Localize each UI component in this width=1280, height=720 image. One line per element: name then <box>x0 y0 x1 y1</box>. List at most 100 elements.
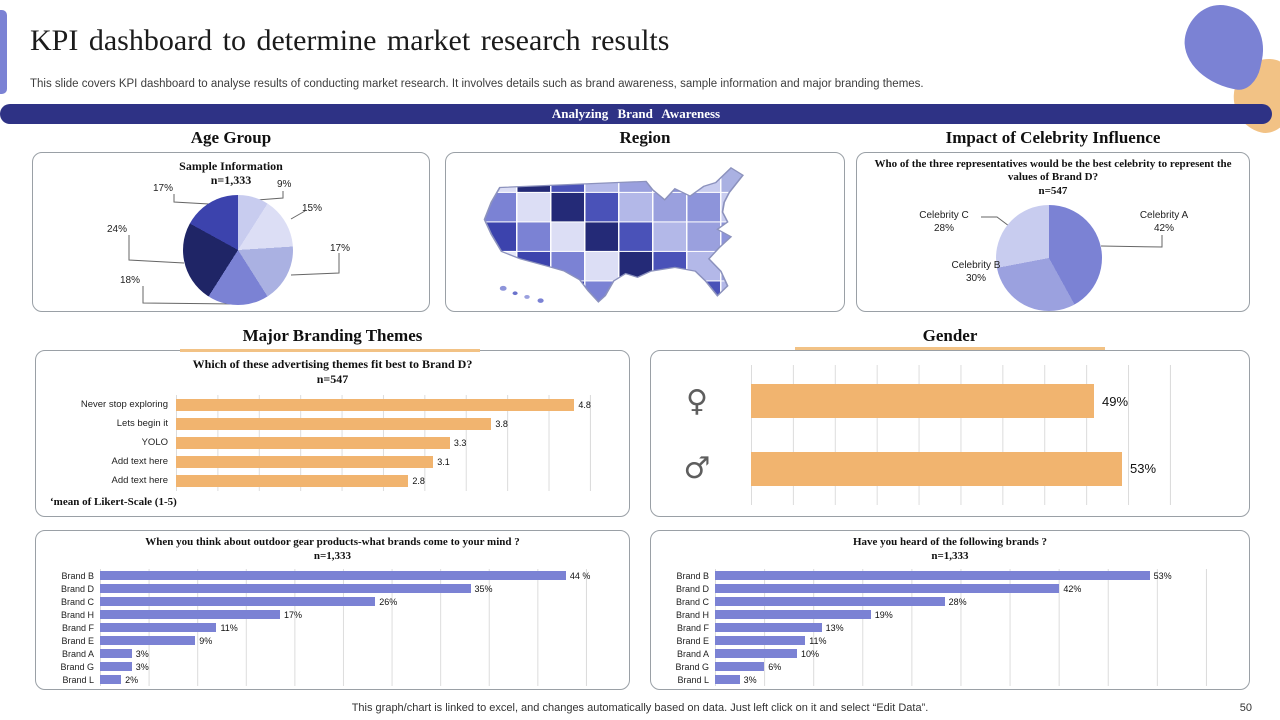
hawaii-islands <box>499 285 544 303</box>
value-label: 19% <box>874 609 893 620</box>
value-label: 10% <box>801 648 820 659</box>
bar-row: Brand A 3% <box>44 647 621 660</box>
state-cell <box>686 167 722 193</box>
value-label: 28% <box>948 596 967 607</box>
category-label: Brand E <box>61 635 94 646</box>
chart-title: Which of these advertising themes fit be… <box>192 357 473 371</box>
category-label: Brand A <box>676 648 709 659</box>
bar <box>176 436 450 449</box>
bar-track: 4.8 <box>176 398 591 411</box>
category-label: Add text here <box>111 475 168 486</box>
state-cell <box>550 221 586 252</box>
value-label: 2.8 <box>412 475 425 486</box>
bar-track: 11% <box>100 623 587 633</box>
bar <box>715 584 1060 593</box>
us-choropleth-map <box>483 166 744 303</box>
category-label: Brand F <box>61 622 94 633</box>
category-label: Brand A <box>61 648 94 659</box>
state-cell <box>686 191 722 223</box>
state-cell <box>516 221 552 252</box>
value-label: 53% <box>1153 570 1172 581</box>
bar-track: 17% <box>100 610 587 620</box>
bar-row: Brand L 2% <box>44 673 621 686</box>
state-cell <box>584 280 620 302</box>
category-label: Brand G <box>675 661 709 672</box>
bar-track: 49% <box>751 384 1171 419</box>
bar <box>100 623 217 632</box>
brand-awareness-bar-chart: Brand B 53% Brand D 42% Brand C 28% Brand H 19%… <box>659 569 1241 686</box>
value-label: 26% <box>379 596 398 607</box>
likert-footnote: ‘mean of Likert-Scale (1-5) <box>50 496 177 508</box>
pie-label: 18% <box>120 275 141 286</box>
bar-row: Brand D 42% <box>659 582 1241 595</box>
celebrity-pie-chart <box>996 205 1102 311</box>
value-label: 42% <box>1063 583 1082 594</box>
bar-track: 11% <box>715 636 1207 646</box>
state-cell <box>584 167 620 193</box>
state-cell <box>652 280 688 302</box>
bar <box>715 571 1150 580</box>
value-label: 9% <box>199 635 213 646</box>
chart-title: Sample Information <box>179 159 283 173</box>
state-cell <box>720 250 743 282</box>
state-cells <box>484 167 743 302</box>
category-label: Add text here <box>111 456 168 467</box>
gender-chart-card[interactable]: ♀ 49% ♂ 53% <box>650 350 1250 517</box>
sample-size: n=1,333 <box>210 173 252 187</box>
value-label: 53% <box>1130 461 1157 477</box>
state-cell <box>516 280 552 302</box>
state-cell <box>652 167 688 193</box>
state-cell <box>652 250 688 282</box>
header-region: Region <box>619 128 671 147</box>
sample-size: n=547 <box>1038 185 1068 197</box>
category-label: Brand G <box>60 661 94 672</box>
bar-row: YOLO 3.3 <box>46 433 621 452</box>
value-label: 3% <box>135 648 149 659</box>
age-group-chart-card[interactable]: Sample Information n=1,333 9% 15% 17% 18… <box>32 152 430 312</box>
state-cell <box>584 250 620 282</box>
category-label: Brand C <box>60 596 94 607</box>
state-cell <box>550 191 586 223</box>
bar <box>751 384 1094 419</box>
bar-row: Brand L 3% <box>659 673 1241 686</box>
female-icon: ♀ <box>686 383 708 419</box>
value-label: 44 % <box>569 570 591 581</box>
state-cell <box>686 221 722 252</box>
sample-size: n=1,333 <box>931 550 969 562</box>
pie-label: 17% <box>153 183 174 194</box>
bar-track: 6% <box>715 662 1207 672</box>
region-map-card[interactable] <box>445 152 845 312</box>
brand-awareness-chart-card[interactable]: Have you heard of the following brands ?… <box>650 530 1250 690</box>
value-label: 13% <box>825 622 844 633</box>
branding-themes-chart-card[interactable]: Which of these advertising themes fit be… <box>35 350 630 517</box>
state-cell <box>720 167 743 193</box>
bar-track: 53% <box>751 451 1171 486</box>
value-label: 35% <box>474 583 493 594</box>
bar-row: ♀ 49% <box>661 370 1241 432</box>
bar-track: 2% <box>100 675 587 685</box>
bar-row: Brand E 11% <box>659 634 1241 647</box>
category-label: Brand B <box>676 570 709 581</box>
bar-track: 3% <box>100 662 587 672</box>
bar-row: Brand G 6% <box>659 660 1241 673</box>
bar-row: Brand B 44 % <box>44 569 621 582</box>
pie-label: 24% <box>107 224 128 235</box>
branding-themes-bar-chart: Never stop exploring 4.8 Lets begin it 3.8 Y… <box>46 395 621 491</box>
value-label: 6% <box>768 661 782 672</box>
brand-recall-chart-card[interactable]: When you think about outdoor gear produc… <box>35 530 630 690</box>
bar-row: Lets begin it 3.8 <box>46 414 621 433</box>
state-cell <box>618 280 654 302</box>
bar-track: 44 % <box>100 571 590 581</box>
bar-track: 3.8 <box>176 417 591 430</box>
bar-row: Never stop exploring 4.8 <box>46 395 621 414</box>
state-cell <box>652 221 688 252</box>
bar <box>100 610 280 619</box>
value-label: 3.1 <box>437 456 450 467</box>
bar-track: 3% <box>100 649 587 659</box>
bar <box>715 610 871 619</box>
celebrity-influence-chart-card[interactable]: Who of the three representatives would b… <box>856 152 1250 312</box>
state-cell <box>720 221 743 252</box>
bar <box>715 623 822 632</box>
male-icon: ♂ <box>683 451 711 487</box>
bar-track: 35% <box>100 584 587 594</box>
